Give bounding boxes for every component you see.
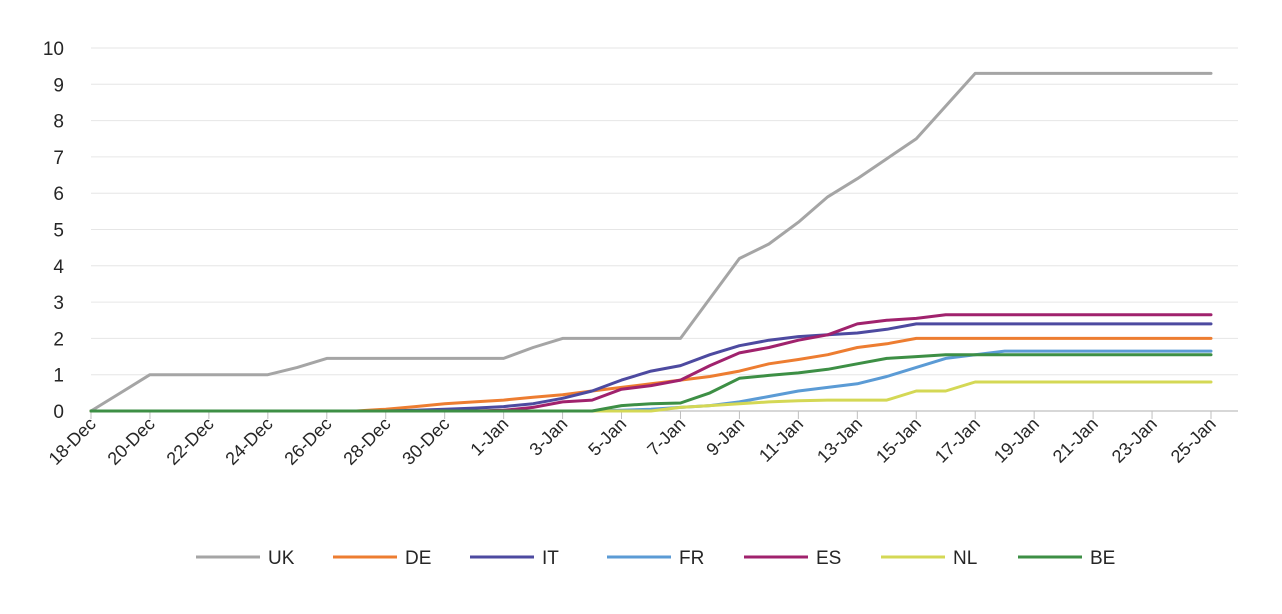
y-tick-label: 4 bbox=[53, 257, 64, 278]
legend-label-be: BE bbox=[1090, 548, 1115, 569]
x-tick-label: 28-Dec bbox=[339, 414, 394, 469]
y-tick-label: 5 bbox=[53, 221, 64, 242]
series-line-es bbox=[89, 313, 1213, 413]
x-tick-label: 1-Jan bbox=[466, 414, 512, 460]
legend-label-nl: NL bbox=[953, 548, 977, 569]
y-tick-label: 8 bbox=[53, 112, 64, 133]
x-tick-labels: 18-Dec 20-Dec 22-Dec 24-Dec 26-Dec 28-Dec 30-D… bbox=[45, 414, 1220, 469]
x-tick-label: 25-Jan bbox=[1167, 414, 1220, 467]
x-tick-label: 26-Dec bbox=[280, 414, 335, 469]
legend: UK DE IT FR ES NL BE bbox=[196, 548, 1115, 569]
y-tick-label: 10 bbox=[43, 39, 64, 60]
x-tick-label: 9-Jan bbox=[702, 414, 748, 460]
y-tick-label: 6 bbox=[53, 184, 64, 205]
y-tick-labels: 0 1 2 3 4 5 6 7 8 9 10 bbox=[43, 39, 65, 423]
x-tick-label: 3-Jan bbox=[525, 414, 571, 460]
y-tick-label: 0 bbox=[53, 402, 64, 423]
gridlines bbox=[91, 47, 1238, 376]
x-tick-label: 21-Jan bbox=[1049, 414, 1102, 467]
x-tick-label: 17-Jan bbox=[931, 414, 984, 467]
y-tick-label: 1 bbox=[53, 366, 64, 387]
y-tick-label: 9 bbox=[53, 75, 64, 96]
x-tick-label: 22-Dec bbox=[163, 414, 218, 469]
y-tick-label: 3 bbox=[53, 293, 64, 314]
series-line-uk bbox=[89, 71, 1213, 413]
legend-label-es: ES bbox=[816, 548, 841, 569]
series-line-be bbox=[89, 353, 1213, 413]
x-tick-label: 24-Dec bbox=[221, 414, 276, 469]
x-tick-label: 20-Dec bbox=[104, 414, 159, 469]
y-tick-label: 7 bbox=[53, 148, 64, 169]
legend-label-uk: UK bbox=[268, 548, 295, 569]
legend-label-de: DE bbox=[405, 548, 431, 569]
x-tick-label: 23-Jan bbox=[1108, 414, 1161, 467]
x-tick-label: 30-Dec bbox=[398, 414, 453, 469]
x-tick-label: 11-Jan bbox=[755, 414, 807, 466]
x-tick-label: 7-Jan bbox=[643, 414, 689, 460]
y-tick-label: 2 bbox=[53, 329, 64, 350]
x-tick-label: 5-Jan bbox=[584, 414, 630, 460]
series-lines bbox=[89, 71, 1213, 413]
x-tick-label: 15-Jan bbox=[872, 414, 925, 467]
x-tick-label: 13-Jan bbox=[813, 414, 866, 467]
x-tick-label: 19-Jan bbox=[990, 414, 1043, 467]
legend-label-fr: FR bbox=[679, 548, 704, 569]
legend-label-it: IT bbox=[542, 548, 559, 569]
